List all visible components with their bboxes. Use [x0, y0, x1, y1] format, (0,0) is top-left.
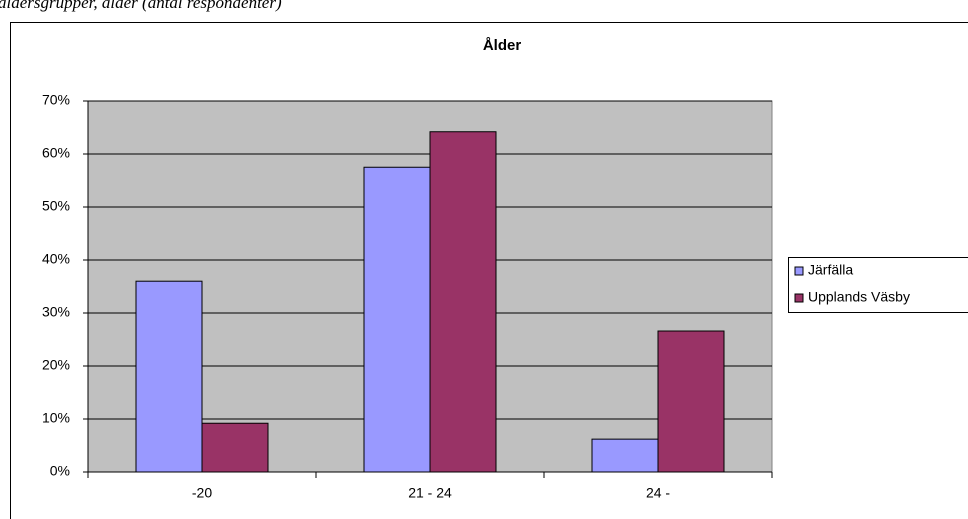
bar — [363, 166, 431, 473]
y-tick-label: 60% — [42, 145, 70, 161]
bar — [201, 422, 269, 473]
legend-swatch — [794, 266, 804, 276]
bar — [429, 131, 497, 473]
legend — [788, 257, 968, 313]
legend-label: Järfälla — [808, 262, 853, 278]
bar — [591, 438, 659, 473]
x-tick-label: 24 - — [646, 485, 670, 501]
y-tick-label: 10% — [42, 410, 70, 426]
bar — [135, 280, 203, 473]
x-tick-label: 21 - 24 — [408, 485, 452, 501]
bar — [657, 330, 725, 473]
y-tick-label: 20% — [42, 357, 70, 373]
y-tick-label: 0% — [50, 463, 70, 479]
y-tick-label: 40% — [42, 251, 70, 267]
y-tick-label: 70% — [42, 92, 70, 108]
legend-swatch — [794, 293, 804, 303]
x-tick-label: -20 — [192, 485, 212, 501]
legend-label: Upplands Väsby — [808, 289, 910, 305]
y-tick-label: 50% — [42, 198, 70, 214]
chart-title: Ålder — [483, 37, 522, 54]
caption: åldersgrupper, ålder (antal respondenter… — [0, 0, 282, 12]
y-tick-label: 30% — [42, 304, 70, 320]
